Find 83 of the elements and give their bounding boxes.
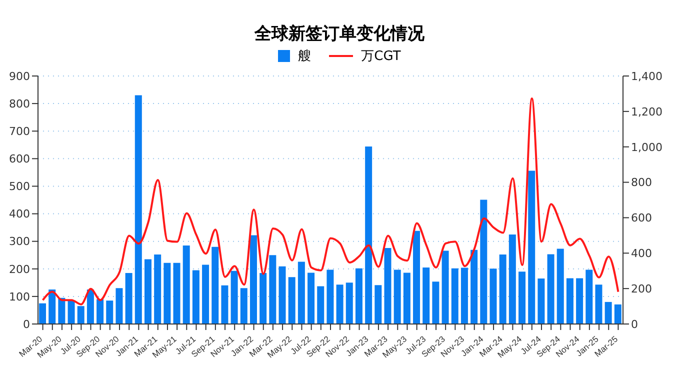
bar — [116, 288, 123, 324]
bar — [96, 299, 104, 324]
y-tick-label: 300 — [9, 235, 30, 248]
y-tick-label: 800 — [9, 97, 30, 110]
bar — [164, 262, 171, 324]
y2-tick-label: 1,000 — [631, 140, 662, 154]
bar — [221, 285, 228, 324]
bar — [403, 272, 410, 324]
legend-label: 艘 — [298, 48, 312, 65]
bar — [451, 268, 458, 324]
bar — [432, 282, 440, 324]
bar — [48, 290, 56, 324]
bar — [202, 264, 210, 324]
bar — [269, 255, 276, 324]
bar — [288, 277, 296, 324]
bar — [518, 272, 526, 324]
legend-label: 万CGT — [361, 48, 401, 65]
y-tick-label: 0 — [23, 318, 30, 331]
bar — [470, 250, 478, 324]
bar — [192, 270, 200, 324]
bar — [134, 95, 142, 324]
bar — [490, 268, 497, 324]
bar — [173, 262, 180, 324]
chart-title: 全球新签订单变化情况 — [253, 23, 426, 46]
y-tick-label: 700 — [9, 125, 30, 138]
bar — [422, 268, 430, 324]
y-tick-label: 600 — [9, 152, 30, 166]
bar — [346, 282, 353, 324]
bar — [68, 300, 75, 324]
bar — [538, 278, 545, 324]
bar — [604, 302, 612, 324]
bar — [298, 262, 305, 324]
bar — [595, 284, 602, 324]
y-tick-label: 100 — [9, 290, 30, 304]
y2-tick-label: 400 — [631, 247, 652, 260]
bar — [528, 170, 536, 324]
bar — [250, 235, 257, 324]
bar — [240, 288, 248, 324]
bar — [499, 254, 506, 324]
bar — [278, 266, 286, 324]
y2-tick-label: 1,200 — [631, 105, 662, 118]
bar — [230, 270, 238, 324]
y2-tick-label: 0 — [631, 318, 638, 331]
bar — [547, 254, 554, 324]
y2-tick-label: 200 — [631, 282, 652, 296]
bar — [154, 254, 162, 324]
bar — [144, 259, 152, 324]
bar — [260, 273, 267, 324]
bar — [365, 146, 372, 324]
bar — [86, 290, 94, 324]
line-series — [42, 97, 620, 306]
bar — [58, 298, 66, 324]
bar — [508, 234, 516, 324]
bar — [106, 300, 114, 324]
bar — [556, 248, 564, 324]
y2-tick-label: 1,400 — [631, 70, 662, 83]
bar — [480, 200, 488, 324]
bar — [77, 306, 84, 324]
bar — [566, 278, 574, 324]
bar — [182, 245, 190, 324]
bar — [39, 303, 46, 324]
y-tick-label: 200 — [9, 262, 30, 276]
bar — [317, 286, 324, 324]
y2-tick-label: 800 — [631, 176, 652, 190]
bar — [355, 268, 362, 324]
y2-tick-label: 600 — [631, 212, 652, 225]
bar — [125, 273, 132, 324]
bar — [460, 268, 468, 324]
bar — [374, 285, 382, 324]
bar — [308, 272, 315, 324]
bar — [326, 270, 334, 324]
bar — [384, 248, 392, 324]
bar — [442, 250, 449, 324]
y-tick-label: 400 — [9, 208, 30, 221]
bar — [586, 270, 593, 324]
bar — [413, 230, 420, 324]
bar — [576, 278, 584, 324]
y-tick-label: 500 — [9, 180, 30, 194]
bar — [394, 270, 401, 324]
y-tick-label: 900 — [9, 70, 30, 83]
bar — [212, 246, 219, 324]
bar — [336, 284, 344, 324]
bar — [614, 304, 622, 324]
